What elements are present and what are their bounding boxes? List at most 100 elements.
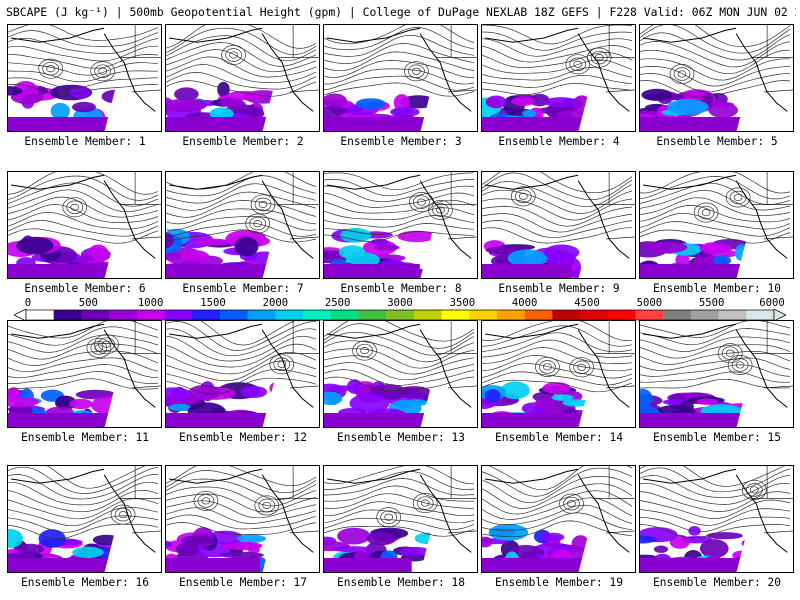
colorbar-tick-label: 1000 [137,297,164,309]
height-contours [324,321,475,392]
closed-low-contour [569,357,595,378]
height-contours [324,466,475,537]
height-contour [640,73,791,93]
height-contour [640,66,791,87]
colorbar-segment [663,310,692,320]
cape-band [166,413,292,427]
closed-low-contour [693,202,719,223]
height-contour [8,523,159,540]
height-contour [640,172,791,194]
cape-blob [699,243,732,254]
coastline [11,174,156,259]
colorbar-segment [746,310,775,320]
height-contour [482,490,633,515]
height-contour [166,208,317,225]
height-contour [166,25,317,49]
colorbar-segment [330,310,359,320]
ensemble-map-panel [7,24,162,132]
colorbar-segment [496,310,525,320]
height-contour [8,37,159,54]
colorbar-segment [26,310,54,320]
height-contour [640,58,790,81]
colorbar-segment [469,310,498,320]
height-contours [324,25,475,97]
height-contour [166,35,317,62]
closed-low-contour [535,356,560,377]
closed-low-contour [258,200,268,208]
cape-band [640,413,747,427]
land-mask [262,79,319,131]
coastline [11,323,156,408]
closed-low-contour [245,213,271,234]
coastline [169,468,314,553]
ensemble-member-label: Ensemble Member: 18 [337,576,465,589]
cape-field [324,93,452,131]
cape-band [482,117,603,131]
cape-band [166,558,260,572]
coastline [485,27,630,112]
closed-low-contour [360,347,369,355]
cape-blob [551,394,574,401]
map-svg [166,321,319,427]
ensemble-member-label: Ensemble Member: 11 [21,431,149,444]
closed-low-contour [262,501,272,509]
closed-low-contour [567,500,576,508]
height-contour [166,229,317,243]
cape-blob [168,403,191,411]
height-contour [482,227,633,244]
closed-low-contour [229,51,238,59]
height-contour [324,509,475,524]
height-contour [640,344,791,359]
closed-low-contour [380,510,398,524]
cape-blob [700,539,729,559]
height-contour [640,229,791,244]
height-contour [482,325,633,347]
cape-blob [482,536,493,548]
political-borders [435,25,477,93]
map-svg [482,172,635,278]
ensemble-member-label: Ensemble Member: 19 [495,576,623,589]
height-contour [640,328,791,346]
coastline [485,323,630,408]
height-contour [324,478,475,496]
height-contour [640,176,791,200]
colorbar-max-arrow [773,309,786,321]
colorbar-segment [607,310,636,320]
height-contour [640,364,791,377]
colorbar-tick-label: 3000 [387,297,413,309]
height-contour [640,80,791,98]
cape-blob [340,227,372,243]
cape-blob [337,527,371,545]
closed-low-contour [269,354,295,375]
colorbar-tick-label: 3500 [449,297,476,309]
cape-band [166,264,269,278]
coastline [169,323,314,408]
cape-blob [484,389,501,403]
coastline [327,468,472,553]
height-contour [166,514,317,530]
height-contour [324,362,475,381]
height-contour [166,478,317,500]
height-contour [8,481,159,506]
closed-low-contour [98,337,115,351]
cape-band [324,117,452,131]
height-contours [640,25,791,98]
closed-low-contour [749,486,759,494]
colorbar-tick-label: 6000 [759,297,785,309]
cape-blob [543,244,580,261]
political-borders [119,466,161,534]
height-contour [640,221,791,237]
closed-low-contour [745,483,763,497]
height-contours [8,172,159,244]
height-contours [166,466,317,535]
height-contour [482,321,633,341]
ensemble-map-panel [7,171,162,279]
colorbar-tick-label: 2500 [324,297,351,309]
cape-blob [332,546,373,553]
height-contour [324,68,475,85]
cape-blob [645,241,688,254]
height-contour [482,67,633,81]
colorbar-tick-label: 0 [24,297,32,309]
height-contour [324,485,475,502]
ensemble-map-panel [481,465,636,573]
